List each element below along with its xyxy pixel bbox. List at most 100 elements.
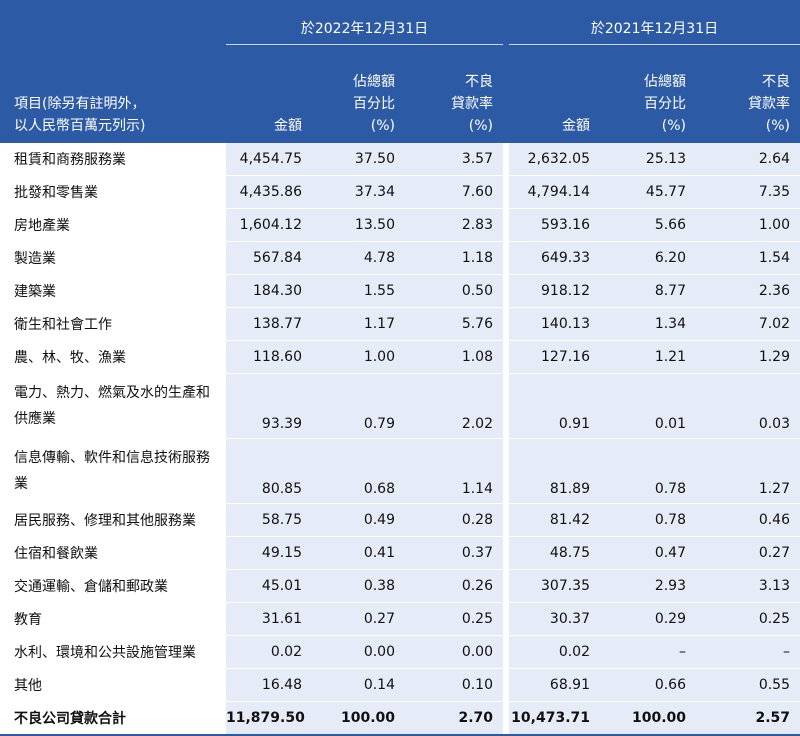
table-row: 電力、熱力、燃氣及水的生產和 供應業 93.39 0.79 2.02 0.91 0… — [0, 373, 800, 439]
npl-ratio-2021: 0.25 — [696, 602, 800, 636]
share-2021: 0.29 — [600, 602, 696, 636]
npl-ratio-2021: 1.54 — [696, 241, 800, 275]
amount-2021: 81.89 — [509, 438, 600, 504]
npl-ratio-2021: 0.46 — [696, 503, 800, 537]
share-2022: 4.78 — [312, 241, 405, 275]
share-2021: 8.77 — [600, 274, 696, 308]
table-row: 製造業 567.84 4.78 1.18 649.33 6.20 1.54 — [0, 241, 800, 275]
row-label: 租賃和商務服務業 — [0, 143, 226, 176]
amount-2022: 93.39 — [226, 373, 312, 439]
share-2021: – — [600, 635, 696, 669]
table-row: 水利、環境和公共設施管理業 0.02 0.00 0.00 0.02 – – — [0, 635, 800, 669]
total-amount-2021: 10,473.71 — [509, 701, 600, 736]
amount-2022: 567.84 — [226, 241, 312, 275]
row-label: 其他 — [0, 668, 226, 702]
npl-ratio-2022: 0.25 — [405, 602, 503, 636]
share-2021: 0.47 — [600, 536, 696, 570]
amount-2022: 0.02 — [226, 635, 312, 669]
amount-2022: 4,454.75 — [226, 143, 312, 176]
row-label: 水利、環境和公共設施管理業 — [0, 635, 226, 669]
amount-2021: 48.75 — [509, 536, 600, 570]
npl-ratio-2021: 7.35 — [696, 175, 800, 209]
share-2022: 13.50 — [312, 208, 405, 242]
npl-ratio-2022: 1.14 — [405, 438, 503, 504]
table-row: 農、林、牧、漁業 118.60 1.00 1.08 127.16 1.21 1.… — [0, 340, 800, 374]
npl-ratio-2022: 3.57 — [405, 143, 503, 176]
npl-ratio-2021: 3.13 — [696, 569, 800, 603]
share-2021: 0.01 — [600, 373, 696, 439]
amount-2021: 0.02 — [509, 635, 600, 669]
total-row: 不良公司貸款合計 11,879.50 100.00 2.70 10,473.71… — [0, 701, 800, 736]
npl-ratio-2021: 1.27 — [696, 438, 800, 504]
npl-ratio-2021: 0.27 — [696, 536, 800, 570]
period-2022-header: 於2022年12月31日 — [226, 0, 503, 45]
table-row: 住宿和餐飲業 49.15 0.41 0.37 48.75 0.47 0.27 — [0, 536, 800, 570]
header-gap — [503, 44, 509, 143]
share-2022: 0.38 — [312, 569, 405, 603]
npl-ratio-2022: 2.02 — [405, 373, 503, 439]
table-row: 教育 31.61 0.27 0.25 30.37 0.29 0.25 — [0, 602, 800, 636]
period-2021-header: 於2021年12月31日 — [509, 0, 800, 45]
amount-2022: 184.30 — [226, 274, 312, 308]
npl-ratio-2022: 0.28 — [405, 503, 503, 537]
header-gap — [503, 0, 509, 45]
share-2021: 2.93 — [600, 569, 696, 603]
npl-ratio-2021-header: 不良 貸款率 (%) — [696, 44, 800, 143]
table-row: 批發和零售業 4,435.86 37.34 7.60 4,794.14 45.7… — [0, 175, 800, 209]
amount-2022: 58.75 — [226, 503, 312, 537]
npl-ratio-2022: 1.18 — [405, 241, 503, 275]
total-share-2022: 100.00 — [312, 701, 405, 736]
row-label: 製造業 — [0, 241, 226, 275]
row-label: 教育 — [0, 602, 226, 636]
row-label: 農、林、牧、漁業 — [0, 340, 226, 374]
share-2022: 0.00 — [312, 635, 405, 669]
npl-ratio-2022: 5.76 — [405, 307, 503, 341]
share-2021: 0.78 — [600, 438, 696, 504]
amount-2021: 0.91 — [509, 373, 600, 439]
total-share-2021: 100.00 — [600, 701, 696, 736]
npl-ratio-2021: 2.64 — [696, 143, 800, 176]
share-2021: 0.66 — [600, 668, 696, 702]
amount-2021: 30.37 — [509, 602, 600, 636]
row-label: 電力、熱力、燃氣及水的生產和 供應業 — [0, 373, 226, 439]
amount-2021: 127.16 — [509, 340, 600, 374]
share-2021: 1.21 — [600, 340, 696, 374]
table-row: 衛生和社會工作 138.77 1.17 5.76 140.13 1.34 7.0… — [0, 307, 800, 341]
row-label: 建築業 — [0, 274, 226, 308]
item-column-header: 項目(除另有註明外， 以人民幣百萬元列示) — [0, 44, 226, 143]
npl-ratio-2021: 2.36 — [696, 274, 800, 308]
row-label: 房地產業 — [0, 208, 226, 242]
total-amount-2022: 11,879.50 — [226, 701, 312, 736]
row-label: 居民服務、修理和其他服務業 — [0, 503, 226, 537]
amount-2021: 68.91 — [509, 668, 600, 702]
amount-2022: 4,435.86 — [226, 175, 312, 209]
npl-ratio-2022: 0.26 — [405, 569, 503, 603]
total-label: 不良公司貸款合計 — [0, 701, 226, 736]
npl-ratio-2021: – — [696, 635, 800, 669]
row-label: 交通運輸、倉儲和郵政業 — [0, 569, 226, 603]
amount-2021: 2,632.05 — [509, 143, 600, 176]
amount-2021: 593.16 — [509, 208, 600, 242]
amount-2022: 1,604.12 — [226, 208, 312, 242]
table-row: 居民服務、修理和其他服務業 58.75 0.49 0.28 81.42 0.78… — [0, 503, 800, 537]
share-2021: 0.78 — [600, 503, 696, 537]
table-row: 其他 16.48 0.14 0.10 68.91 0.66 0.55 — [0, 668, 800, 702]
share-2021: 5.66 — [600, 208, 696, 242]
row-label: 衛生和社會工作 — [0, 307, 226, 341]
npl-ratio-2022: 0.10 — [405, 668, 503, 702]
amount-2021: 307.35 — [509, 569, 600, 603]
amount-2022: 80.85 — [226, 438, 312, 504]
npl-ratio-2022: 7.60 — [405, 175, 503, 209]
share-2022: 0.49 — [312, 503, 405, 537]
table-row: 租賃和商務服務業 4,454.75 37.50 3.57 2,632.05 25… — [0, 143, 800, 176]
share-2022: 1.00 — [312, 340, 405, 374]
amount-2021: 918.12 — [509, 274, 600, 308]
npl-ratio-2021: 0.55 — [696, 668, 800, 702]
npl-ratio-2021: 1.00 — [696, 208, 800, 242]
share-2022: 37.34 — [312, 175, 405, 209]
amount-2022: 49.15 — [226, 536, 312, 570]
share-2022: 0.27 — [312, 602, 405, 636]
amount-2022: 138.77 — [226, 307, 312, 341]
table-row: 信息傳輸、軟件和信息技術服務業 80.85 0.68 1.14 81.89 0.… — [0, 438, 800, 504]
